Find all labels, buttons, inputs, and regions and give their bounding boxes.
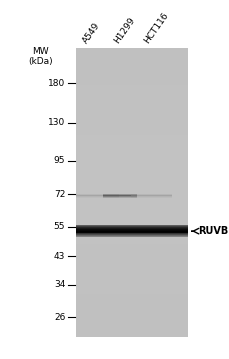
Text: H1299: H1299 <box>113 16 137 46</box>
Text: 55: 55 <box>54 222 65 231</box>
Bar <box>76 106 188 113</box>
Text: 72: 72 <box>54 190 65 199</box>
Text: 26: 26 <box>54 313 65 322</box>
Bar <box>76 287 188 294</box>
Text: 34: 34 <box>54 280 65 289</box>
Bar <box>76 200 188 208</box>
Bar <box>76 121 188 128</box>
Bar <box>76 193 188 200</box>
Bar <box>76 309 188 316</box>
Bar <box>76 301 188 308</box>
Text: 43: 43 <box>54 252 65 261</box>
Bar <box>76 208 188 215</box>
Bar <box>76 215 188 222</box>
Bar <box>76 178 188 186</box>
Text: A549: A549 <box>81 22 101 46</box>
Bar <box>76 243 188 251</box>
Bar <box>76 222 188 229</box>
Bar <box>76 251 188 258</box>
Bar <box>76 229 188 236</box>
Bar <box>76 171 188 178</box>
Bar <box>76 92 188 99</box>
Bar <box>76 272 188 280</box>
Text: 95: 95 <box>54 156 65 165</box>
Bar <box>76 135 188 143</box>
Bar <box>76 113 188 121</box>
Text: RUVBL1: RUVBL1 <box>198 226 229 236</box>
Bar <box>76 70 188 78</box>
Text: 130: 130 <box>48 118 65 127</box>
Bar <box>76 280 188 287</box>
Bar <box>76 157 188 164</box>
Bar <box>76 258 188 265</box>
Bar <box>76 164 188 171</box>
Text: MW
(kDa): MW (kDa) <box>28 47 52 66</box>
Bar <box>76 99 188 106</box>
Bar <box>76 265 188 272</box>
Bar <box>76 294 188 301</box>
Bar <box>76 85 188 92</box>
Bar <box>76 330 188 337</box>
Bar <box>76 78 188 85</box>
Bar <box>76 323 188 330</box>
Bar <box>76 48 188 337</box>
Bar <box>76 186 188 193</box>
Bar <box>76 63 188 70</box>
Bar <box>76 56 188 63</box>
Bar <box>76 143 188 150</box>
Bar <box>76 150 188 157</box>
Bar <box>76 236 188 243</box>
Bar <box>76 128 188 135</box>
Bar <box>76 316 188 323</box>
Text: 180: 180 <box>48 79 65 88</box>
Bar <box>76 48 188 56</box>
Text: HCT116: HCT116 <box>143 11 170 46</box>
